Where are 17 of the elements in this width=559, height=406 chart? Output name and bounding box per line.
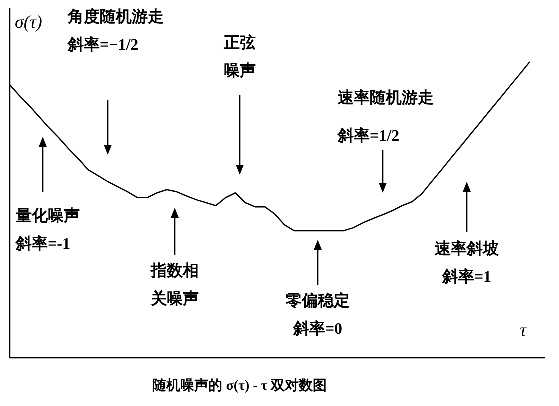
x-axis-title: τ	[520, 320, 527, 340]
annotation: 速率随机游走	[338, 90, 434, 107]
annotation: 随机噪声的 σ(τ) - τ 双对数图	[152, 379, 328, 394]
annotation: 正弦	[224, 35, 256, 52]
annotation: 斜率=-1	[16, 236, 70, 253]
annotation: 斜率=1	[442, 269, 492, 286]
annotation: 关噪声	[151, 291, 199, 308]
annotation: 斜率=−1/2	[68, 37, 139, 54]
annotation: 斜率=0	[293, 321, 343, 338]
y-axis-title: σ(τ)	[15, 12, 42, 32]
annotation: 指数相	[151, 263, 199, 280]
annotation: 角度随机游走	[68, 9, 164, 26]
annotation: 噪声	[224, 63, 256, 80]
annotation: 速率斜坡	[435, 241, 499, 258]
annotation: 零偏稳定	[286, 293, 350, 310]
annotation: 斜率=1/2	[338, 128, 400, 145]
annotation: 量化噪声	[16, 208, 80, 225]
